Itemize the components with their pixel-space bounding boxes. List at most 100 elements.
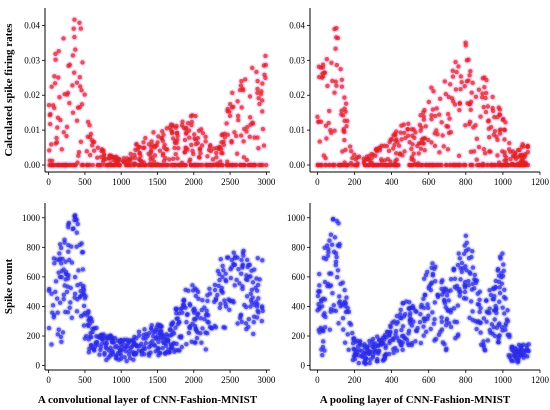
data-point: [434, 106, 439, 111]
data-point: [457, 107, 462, 113]
data-point: [136, 329, 142, 335]
data-point: [495, 153, 500, 158]
data-point: [260, 81, 265, 86]
data-point: [344, 295, 349, 300]
data-point: [122, 355, 127, 360]
data-point: [188, 162, 193, 168]
data-point: [457, 256, 463, 261]
data-point: [178, 306, 183, 312]
data-point: [59, 147, 65, 152]
data-point: [426, 99, 432, 105]
data-point: [422, 292, 428, 298]
data-point: [219, 140, 224, 145]
data-point: [86, 323, 91, 329]
data-point: [318, 162, 324, 168]
data-point: [398, 342, 404, 347]
y-tick-label: 0.02: [24, 90, 40, 100]
data-point: [234, 151, 240, 156]
data-point: [250, 65, 255, 71]
data-point: [502, 150, 507, 155]
data-point: [453, 59, 458, 65]
data-point: [81, 312, 86, 318]
data-point: [164, 162, 170, 168]
data-point: [151, 130, 156, 135]
data-point: [377, 145, 383, 150]
data-point: [71, 70, 77, 75]
data-point: [197, 146, 203, 151]
data-point: [332, 235, 338, 240]
x-tick-label: 400: [385, 177, 399, 187]
data-point: [463, 233, 469, 239]
data-point: [240, 263, 245, 269]
data-point: [73, 47, 78, 52]
data-point: [214, 150, 219, 156]
x-tick-label: 800: [459, 375, 473, 385]
data-point: [473, 94, 479, 100]
x-tick-label: 1500: [149, 375, 168, 385]
data-point: [343, 101, 349, 106]
data-point: [167, 157, 172, 162]
data-point: [64, 133, 69, 139]
data-point: [439, 319, 445, 324]
data-point: [225, 159, 230, 164]
data-point: [192, 132, 197, 137]
data-point: [468, 68, 473, 74]
data-point: [243, 321, 249, 326]
data-point: [192, 162, 197, 168]
data-point: [393, 138, 398, 143]
data-point: [57, 300, 63, 305]
data-point: [203, 347, 209, 352]
data-point: [430, 310, 435, 315]
data-point: [58, 117, 63, 123]
data-point: [238, 316, 243, 321]
data-point: [448, 324, 454, 330]
data-point: [209, 326, 214, 331]
data-point: [142, 351, 147, 357]
data-point: [479, 342, 484, 347]
data-point: [141, 332, 146, 338]
data-point: [55, 125, 60, 130]
data-point: [336, 321, 341, 326]
y-tick-label: 400: [27, 301, 41, 311]
data-point: [394, 129, 399, 134]
data-point: [173, 325, 178, 330]
data-point: [150, 333, 156, 339]
data-point: [63, 309, 68, 315]
data-point: [70, 53, 76, 58]
x-tick-label: 2000: [185, 177, 204, 187]
data-point: [487, 306, 492, 311]
scatter-points: [45, 211, 267, 365]
data-point: [507, 140, 512, 146]
data-point: [132, 162, 137, 168]
data-point: [457, 101, 462, 106]
data-point: [121, 159, 126, 165]
data-point: [160, 345, 165, 351]
data-point: [403, 135, 408, 141]
data-point: [164, 126, 170, 131]
data-point: [504, 158, 509, 163]
data-point: [425, 305, 431, 311]
data-point: [202, 316, 207, 322]
data-point: [470, 309, 475, 314]
data-point: [394, 321, 399, 327]
data-point: [357, 347, 362, 353]
data-point: [477, 309, 482, 315]
data-point: [108, 353, 113, 358]
data-point: [175, 316, 180, 321]
data-point: [156, 339, 161, 345]
data-point: [493, 284, 498, 290]
data-point: [53, 289, 58, 295]
data-point: [466, 282, 471, 288]
data-point: [476, 144, 482, 150]
data-point: [484, 162, 489, 168]
data-point: [445, 289, 451, 294]
data-point: [70, 110, 76, 115]
data-point: [227, 101, 233, 107]
data-point: [189, 142, 194, 148]
data-point: [451, 267, 456, 273]
data-point: [477, 162, 482, 168]
data-point: [246, 324, 251, 330]
data-point: [490, 105, 495, 111]
data-point: [143, 336, 148, 341]
data-point: [507, 355, 512, 360]
